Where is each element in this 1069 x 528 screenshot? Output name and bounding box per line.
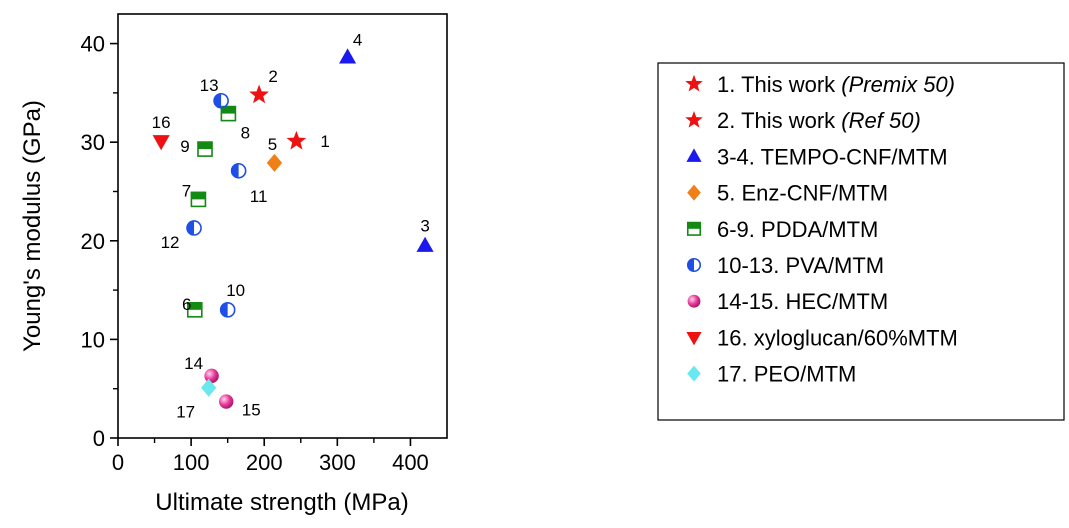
legend: 1. This work (Premix 50) 2. This work (Re… [685,72,958,387]
data-point [230,162,247,179]
legend-name: 6-9. PDDA/MTM [717,217,878,242]
x-tick-label: 0 [112,450,124,475]
point-label: 11 [250,187,268,206]
legend-name: 3-4. TEMPO-CNF/MTM [717,144,948,169]
data-point [204,368,219,384]
point-label: 7 [182,181,191,200]
legend-box [657,62,1065,421]
legend-label: 3-4. TEMPO-CNF/MTM [717,144,948,169]
data-point [186,301,203,318]
x-tick-label: 300 [319,450,356,475]
legend-marker [687,365,701,382]
legend-label: 5. Enz-CNF/MTM [717,181,888,206]
point-label: 4 [353,30,362,49]
data-point [213,92,229,109]
legend-name: 17. PEO/MTM [717,362,856,387]
legend-label: 16. xyloglucan/60%MTM [717,325,958,350]
data-points [152,48,434,409]
point-label: 17 [176,403,195,422]
point-label: 1 [320,132,329,151]
point-label: 5 [268,135,277,154]
axis-ticks: 0 100 200 300 400 0 10 20 30 40 [81,32,429,475]
legend-label: 1. This work (Premix 50) [717,72,955,97]
point-label: 6 [182,295,191,314]
legend-marker [685,74,703,92]
point-label: 3 [420,217,429,236]
legend-name: 1. This work [717,72,836,97]
legend-name-italic: (Premix 50) [835,72,955,97]
data-point [416,236,434,252]
legend-label: 6-9. PDDA/MTM [717,217,878,242]
legend-item: 5. Enz-CNF/MTM [687,181,888,206]
data-point [266,153,283,172]
plot-frame [117,13,448,439]
legend-label: 14-15. HEC/MTM [717,289,888,314]
legend-item: 16. xyloglucan/60%MTM [686,325,958,350]
legend-item: 3-4. TEMPO-CNF/MTM [686,144,948,169]
legend-item: 2. This work (Ref 50) [685,108,921,133]
data-point [219,301,236,318]
legend-name: 16. xyloglucan/60%MTM [717,325,958,350]
point-label: 13 [200,76,219,95]
data-point [190,191,207,208]
point-label: 16 [152,113,171,132]
y-axis-title: Young's modulus (GPa) [19,100,46,352]
legend-marker [686,221,702,236]
legend-marker [685,111,703,128]
y-tick-label: 20 [81,229,105,254]
y-tick-label: 10 [81,327,105,352]
legend-marker [687,294,701,308]
data-point [249,84,269,104]
data-point [197,141,213,157]
data-point [219,394,234,409]
legend-name-italic: (Ref 50) [835,108,921,133]
x-tick-label: 400 [392,450,429,475]
point-label: 14 [184,354,203,373]
point-label: 9 [180,137,189,156]
y-tick-label: 0 [93,426,105,451]
point-label: 8 [241,124,250,143]
data-point [220,105,237,122]
data-point [339,48,357,64]
legend-name: 14-15. HEC/MTM [717,289,888,314]
legend-label: 2. This work (Ref 50) [717,108,921,133]
data-point [186,220,202,236]
x-tick-label: 100 [173,450,210,475]
y-tick-label: 40 [81,32,105,57]
legend-item: 17. PEO/MTM [687,362,856,387]
legend-item: 1. This work (Premix 50) [685,72,955,97]
data-point [201,378,217,397]
x-axis-title: Ultimate strength (MPa) [155,489,408,516]
legend-label: 17. PEO/MTM [717,362,856,387]
x-tick-label: 200 [246,450,283,475]
data-point [152,135,170,151]
legend-marker [686,331,702,346]
legend-marker [687,184,701,201]
point-label: 15 [242,401,261,420]
legend-name: 10-13. PVA/MTM [717,253,884,278]
legend-name: 2. This work [717,108,836,133]
legend-marker [686,148,702,162]
point-label: 10 [226,281,245,300]
data-point [286,130,307,150]
legend-item: 6-9. PDDA/MTM [686,217,878,242]
legend-name: 5. Enz-CNF/MTM [717,181,888,206]
legend-item: 14-15. HEC/MTM [687,289,888,314]
point-label: 12 [161,233,180,252]
point-label: 2 [268,67,277,86]
legend-marker [686,257,702,273]
legend-label: 10-13. PVA/MTM [717,253,884,278]
y-tick-label: 30 [81,130,105,155]
legend-item: 10-13. PVA/MTM [686,253,884,278]
